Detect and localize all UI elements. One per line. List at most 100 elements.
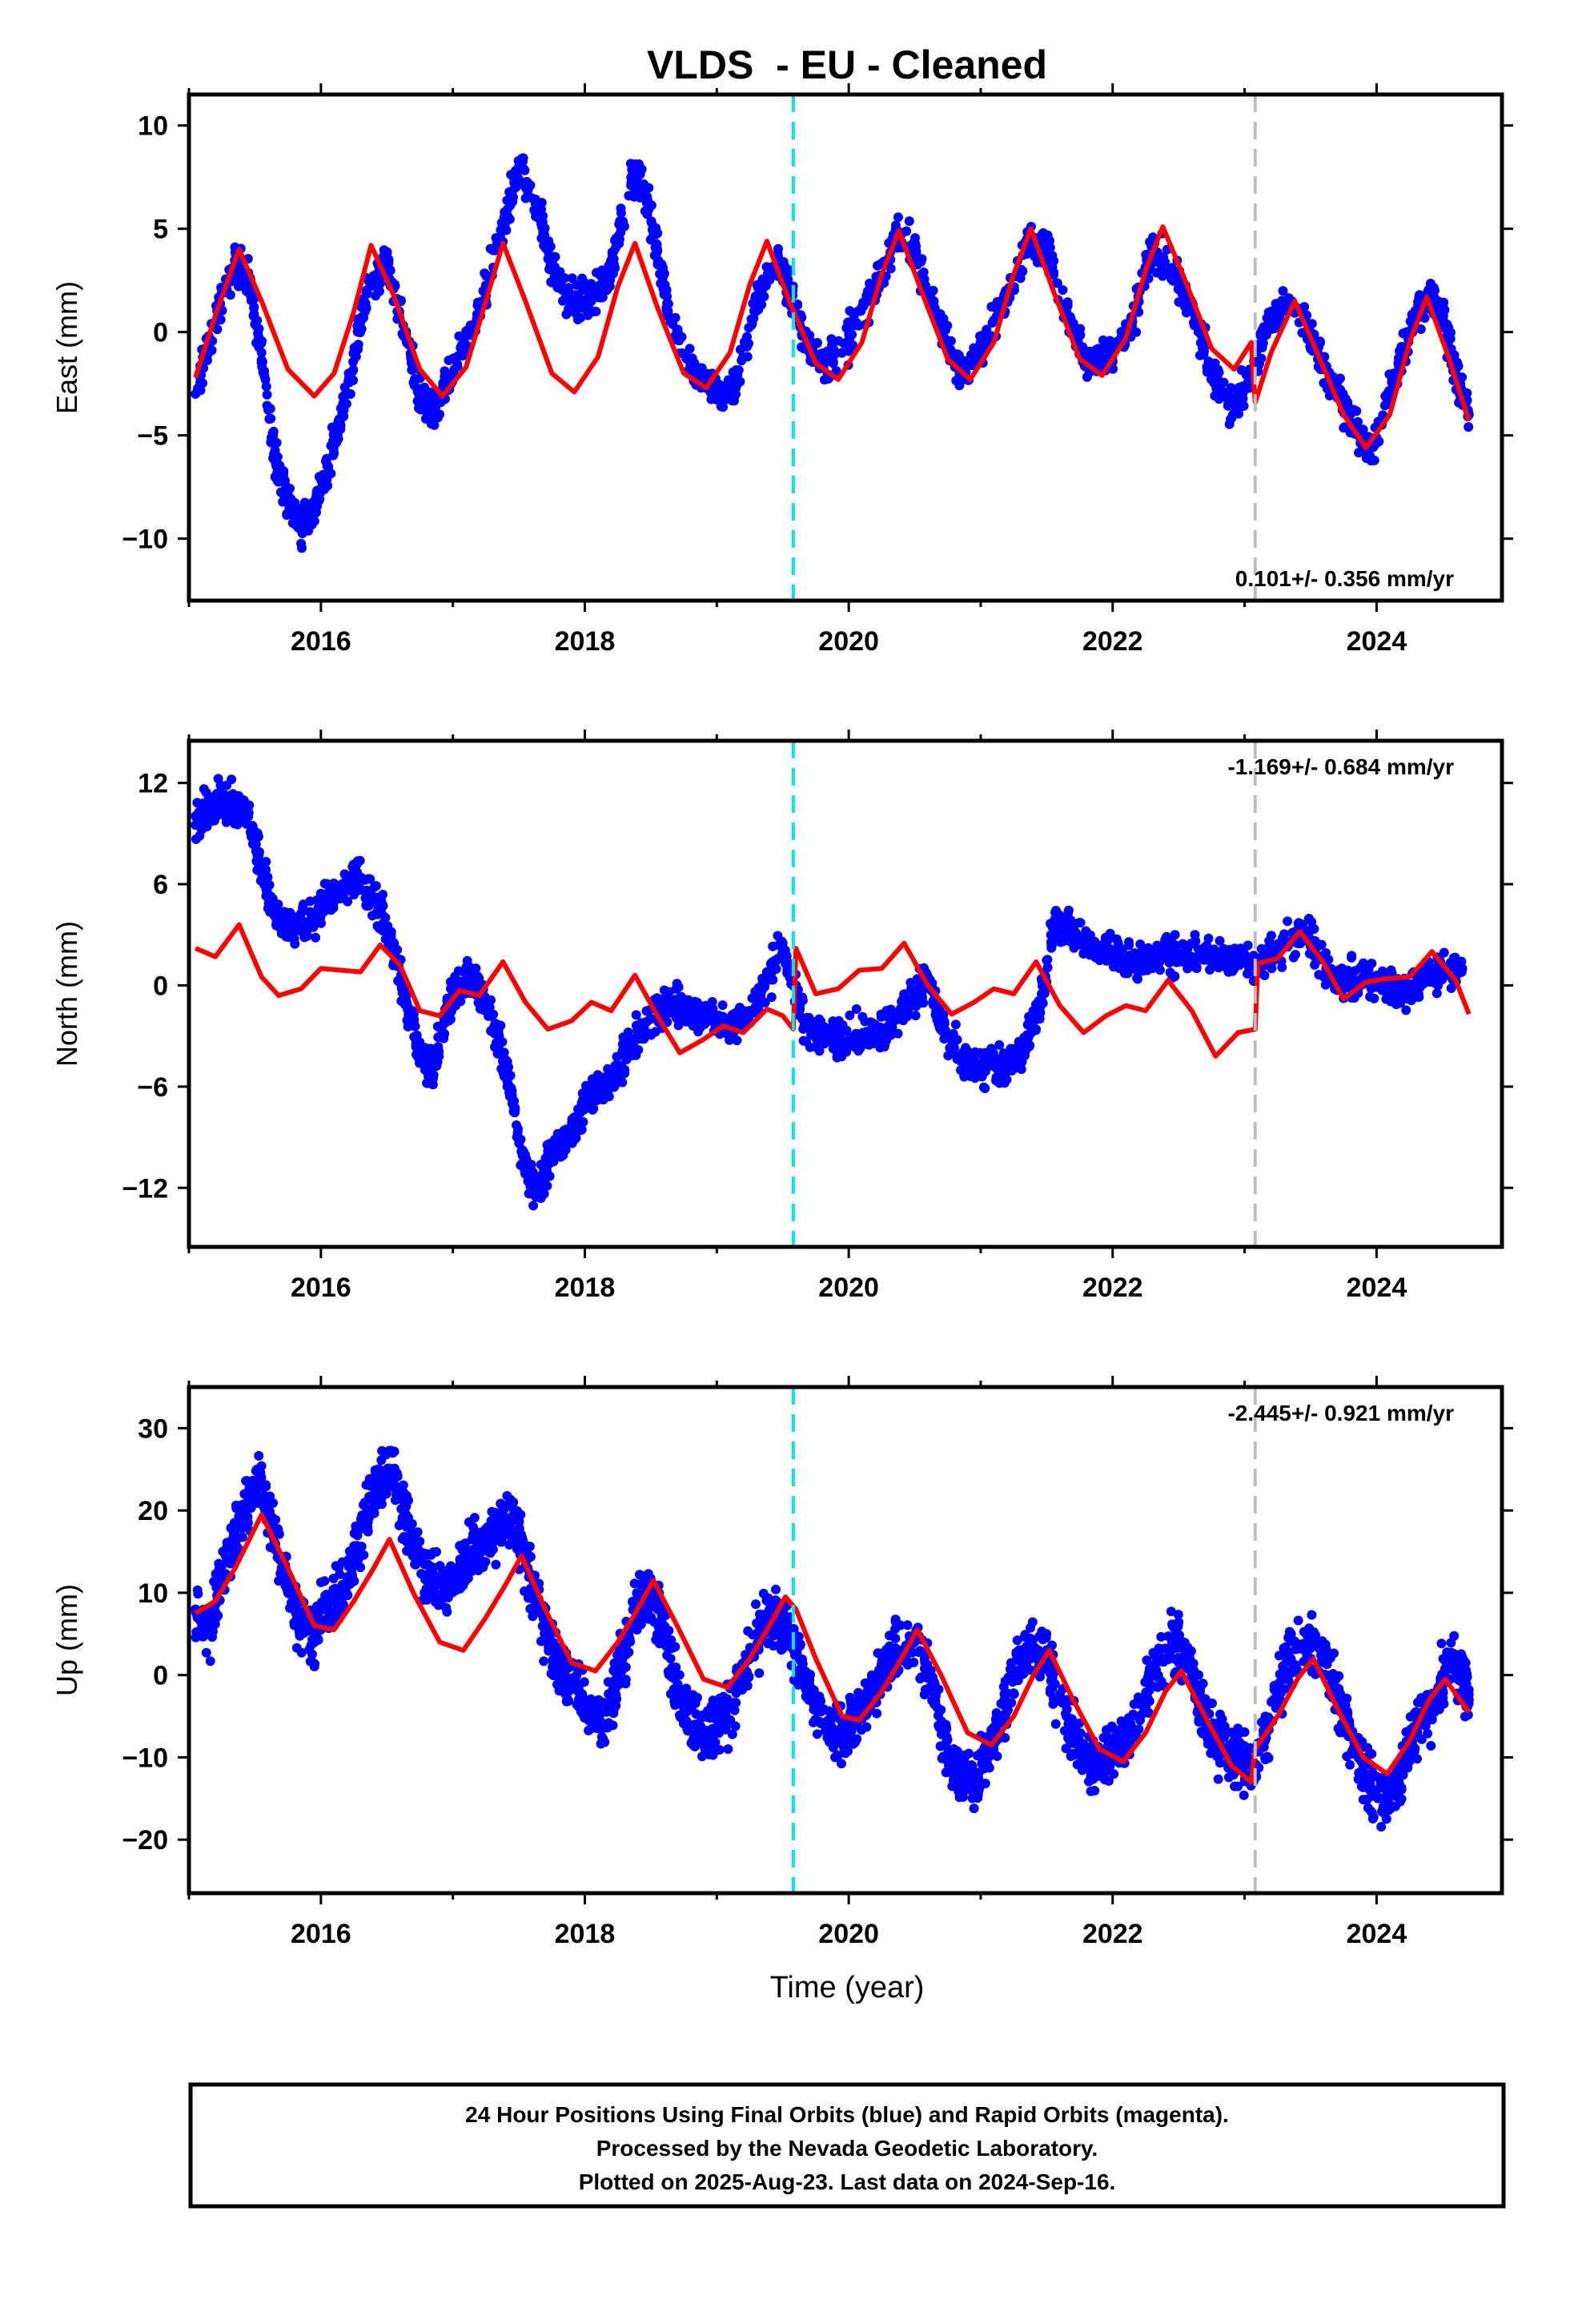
data-point: [1166, 946, 1176, 956]
data-point: [411, 1035, 421, 1045]
data-point: [916, 270, 926, 279]
data-point: [238, 1514, 248, 1524]
data-point: [1235, 397, 1246, 408]
data-point: [727, 1010, 737, 1020]
data-point: [1064, 920, 1074, 931]
data-point: [349, 890, 359, 900]
data-point: [916, 257, 926, 267]
data-point: [1113, 957, 1123, 967]
x-tick-label: 2018: [555, 626, 616, 657]
data-point: [1170, 971, 1179, 981]
data-point: [440, 375, 451, 385]
data-point: [298, 922, 307, 932]
data-point: [548, 1156, 559, 1167]
data-point: [886, 1022, 897, 1032]
data-point: [235, 805, 246, 815]
data-point: [640, 206, 650, 216]
data-point: [1168, 275, 1178, 286]
data-point: [192, 1613, 203, 1623]
data-point: [746, 320, 757, 330]
data-point: [833, 1028, 844, 1039]
data-point: [692, 1012, 702, 1023]
data-point: [673, 982, 684, 992]
data-point: [994, 1078, 1005, 1088]
data-point: [662, 298, 673, 308]
data-point: [223, 1554, 232, 1565]
data-point: [900, 995, 910, 1005]
data-point: [344, 377, 355, 388]
x-tick-label: 2016: [291, 626, 351, 657]
data-point: [337, 879, 347, 890]
x-tick-label: 2024: [1347, 626, 1407, 657]
data-point: [287, 1598, 296, 1608]
data-point: [1406, 979, 1416, 989]
data-point: [1415, 324, 1426, 334]
data-point: [471, 963, 481, 974]
data-point: [202, 356, 212, 365]
data-point: [195, 818, 205, 828]
data-point: [385, 265, 396, 275]
data-point: [207, 815, 217, 826]
data-point: [1464, 422, 1474, 432]
data-point: [918, 998, 929, 1008]
data-point: [574, 1121, 584, 1132]
data-point: [1229, 956, 1239, 967]
data-point: [745, 1009, 756, 1019]
data-point: [262, 389, 272, 400]
data-point: [198, 378, 207, 388]
data-point: [1062, 297, 1073, 308]
data-point: [551, 272, 561, 283]
data-point: [359, 296, 368, 307]
data-point: [256, 348, 267, 358]
data-point: [1307, 925, 1317, 935]
data-point: [212, 324, 223, 335]
x-tick-label: 2018: [555, 1273, 616, 1303]
data-points: [191, 1445, 1474, 1832]
data-point: [1134, 967, 1144, 976]
data-point: [677, 1005, 686, 1015]
data-point: [406, 1006, 416, 1016]
data-point: [571, 290, 580, 300]
data-point: [1438, 311, 1448, 321]
data-point: [1143, 952, 1154, 963]
data-point: [1439, 947, 1449, 958]
data-point: [910, 1011, 921, 1021]
data-point: [617, 1046, 628, 1056]
data-point: [289, 933, 299, 943]
data-point: [706, 1015, 717, 1025]
data-point: [545, 241, 556, 251]
data-point: [1414, 991, 1424, 1001]
data-point: [592, 1095, 602, 1105]
data-point: [636, 1020, 646, 1031]
data-point: [1203, 933, 1214, 943]
data-point: [893, 1012, 902, 1023]
data-point: [528, 1200, 539, 1211]
data-point: [310, 1632, 320, 1642]
data-point: [1403, 994, 1413, 1004]
data-point: [600, 1072, 610, 1082]
data-point: [1214, 368, 1224, 378]
y-tick-label: −5: [137, 421, 168, 452]
data-point: [727, 396, 737, 406]
data-point: [524, 1188, 534, 1199]
data-point: [497, 1037, 508, 1047]
y-tick-label: −6: [137, 1072, 168, 1103]
data-point: [445, 977, 456, 987]
data-point: [1383, 993, 1394, 1003]
data-point: [1239, 384, 1248, 394]
data-point: [1133, 974, 1142, 984]
data-point: [1401, 1005, 1411, 1015]
x-tick-label: 2024: [1347, 1273, 1407, 1303]
data-point: [274, 1529, 284, 1539]
data-point: [520, 180, 531, 191]
data-point: [456, 343, 466, 353]
data-point: [505, 1071, 516, 1080]
plot-area: [191, 153, 1474, 553]
data-point: [1171, 957, 1182, 967]
data-point: [207, 1632, 217, 1642]
data-point: [960, 1064, 970, 1075]
data-point: [508, 1101, 519, 1112]
data-point: [1208, 376, 1219, 386]
